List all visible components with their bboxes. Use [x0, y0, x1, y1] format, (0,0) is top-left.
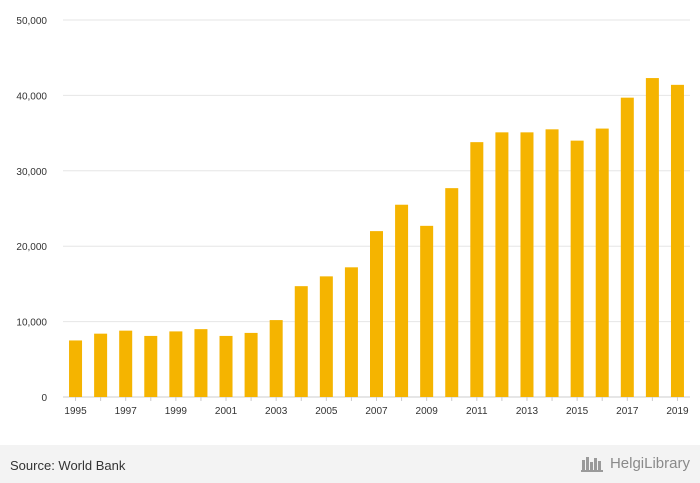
- x-tick-label: 2005: [315, 406, 338, 417]
- bar-2018: [645, 78, 659, 398]
- bar-2002: [244, 332, 258, 397]
- source-label: Source: World Bank: [10, 458, 126, 473]
- bars: [69, 78, 684, 398]
- y-tick-label: 20,000: [16, 242, 47, 253]
- x-tick-label: 2007: [365, 406, 388, 417]
- library-logo-icon: [580, 457, 603, 472]
- bar-2009: [420, 225, 434, 397]
- x-tick-label: 2017: [616, 406, 639, 417]
- bar-2015: [570, 140, 584, 397]
- bar-2010: [445, 188, 459, 397]
- bar-1997: [119, 330, 133, 397]
- x-tick-label: 2001: [215, 406, 238, 417]
- x-tick-label: 2013: [516, 406, 539, 417]
- bar-2012: [495, 132, 509, 397]
- x-tick-label: 1995: [64, 406, 87, 417]
- x-axis: 1995 1997 1999 2001 2003 2005 2007 2009 2011 2013…: [64, 397, 689, 417]
- bar-2003: [269, 320, 283, 397]
- bar-2001: [219, 335, 233, 397]
- x-tick-label: 2003: [265, 406, 288, 417]
- bar-2019: [670, 84, 684, 398]
- bar-2011: [470, 142, 484, 397]
- x-tick-label: 1997: [115, 406, 138, 417]
- y-tick-label: 40,000: [16, 91, 47, 102]
- y-tick-label: 30,000: [16, 167, 47, 178]
- brand-logo: HelgiLibrary: [580, 454, 690, 472]
- bar-2004: [294, 286, 308, 397]
- footer: Source: World Bank HelgiLibrary: [0, 445, 700, 483]
- bar-2017: [620, 97, 634, 398]
- bar-2000: [194, 329, 208, 397]
- x-tick-label: 2015: [566, 406, 589, 417]
- bar-1999: [169, 331, 183, 397]
- x-tick-label: 2011: [466, 406, 488, 417]
- bar-chart: 0 10,000 20,000 30,000 40,000 50,000 1995 1997…: [16, 16, 690, 417]
- bar-2007: [370, 231, 383, 397]
- y-tick-label: 50,000: [16, 16, 47, 27]
- x-tick-label: 2009: [416, 406, 439, 417]
- bar-1998: [144, 335, 158, 397]
- bar-2014: [545, 129, 559, 397]
- x-tick-label: 1999: [165, 406, 188, 417]
- bar-2008: [395, 204, 409, 397]
- bar-2006: [344, 267, 358, 397]
- y-axis: 0 10,000 20,000 30,000 40,000 50,000: [16, 16, 47, 404]
- x-tick-label: 2019: [666, 406, 689, 417]
- bar-1996: [94, 333, 108, 397]
- bar-2016: [595, 128, 609, 398]
- bar-2013: [520, 132, 534, 397]
- y-tick-label: 0: [41, 393, 47, 404]
- bar-1995: [69, 340, 83, 397]
- y-tick-label: 10,000: [16, 318, 47, 329]
- brand-name: HelgiLibrary: [609, 454, 690, 472]
- bar-2005: [319, 276, 333, 397]
